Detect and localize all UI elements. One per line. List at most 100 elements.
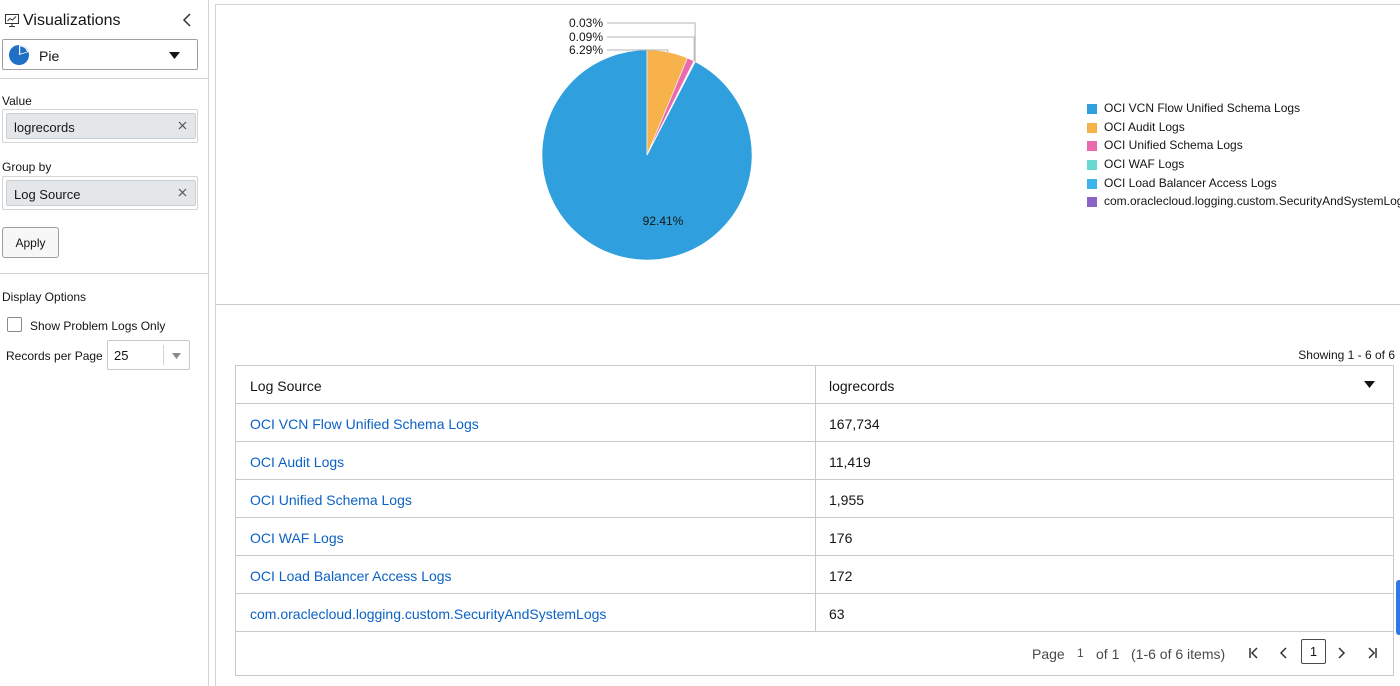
legend-label: OCI Unified Schema Logs	[1104, 138, 1243, 153]
value-label: Value	[2, 94, 32, 108]
showing-count: Showing 1 - 6 of 6	[1298, 348, 1395, 362]
caret-down-icon	[172, 353, 181, 359]
legend-item[interactable]: OCI Audit Logs	[1087, 120, 1400, 139]
legend-swatch	[1087, 141, 1097, 152]
items-range: (1-6 of 6 items)	[1131, 646, 1226, 662]
column-divider	[815, 518, 816, 556]
column-divider	[815, 404, 816, 442]
divider	[0, 273, 209, 274]
label-leader-line	[607, 36, 695, 62]
results-area	[215, 4, 1400, 686]
side-panel-tab[interactable]	[1396, 580, 1400, 635]
column-divider	[815, 442, 816, 480]
visualization-type-value: Pie	[39, 48, 60, 64]
panel-title: Visualizations	[23, 12, 121, 29]
legend-label: com.oraclecloud.logging.custom.SecurityA…	[1104, 194, 1400, 209]
table-header: Log Source logrecords	[236, 366, 1393, 404]
log-source-link[interactable]: OCI Unified Schema Logs	[250, 492, 412, 508]
records-per-page-value: 25	[114, 348, 129, 363]
group-by-chip-text: Log Source	[14, 187, 81, 202]
legend-label: OCI WAF Logs	[1104, 157, 1185, 172]
legend-label: OCI Load Balancer Access Logs	[1104, 175, 1277, 190]
legend-item[interactable]: OCI Unified Schema Logs	[1087, 138, 1400, 157]
show-problem-logs-checkbox[interactable]	[7, 317, 22, 332]
log-source-link[interactable]: OCI VCN Flow Unified Schema Logs	[250, 416, 479, 432]
slice-label: 0.09%	[569, 30, 603, 44]
legend-item[interactable]: OCI Load Balancer Access Logs	[1087, 176, 1400, 195]
legend-label: OCI VCN Flow Unified Schema Logs	[1104, 101, 1301, 115]
close-icon[interactable]	[178, 188, 187, 197]
prev-page-icon[interactable]	[1276, 644, 1292, 662]
legend-swatch	[1087, 160, 1097, 171]
log-source-link[interactable]: com.oraclecloud.logging.custom.SecurityA…	[250, 606, 607, 622]
legend-swatch	[1087, 197, 1097, 208]
pie-chart-icon	[9, 45, 29, 65]
value-field[interactable]: logrecords	[2, 109, 198, 143]
column-divider	[815, 366, 816, 404]
logrecords-value: 176	[829, 530, 853, 546]
table-row: OCI Audit Logs 11,419	[236, 442, 1393, 480]
legend-item[interactable]: OCI WAF Logs	[1087, 157, 1400, 176]
slice-label: 0.03%	[569, 16, 603, 30]
logrecords-value: 1,955	[829, 492, 865, 508]
page-label: Page	[1032, 646, 1065, 662]
legend-item[interactable]: com.oraclecloud.logging.custom.SecurityA…	[1087, 194, 1400, 213]
legend-label: OCI Audit Logs	[1104, 119, 1185, 134]
records-per-page-select[interactable]: 25	[107, 340, 190, 370]
column-header-log-source[interactable]: Log Source	[250, 378, 322, 394]
visualization-type-select[interactable]: Pie	[2, 39, 198, 70]
logrecords-value: 167,734	[829, 416, 880, 432]
chevron-left-icon[interactable]	[182, 13, 192, 27]
column-divider	[815, 556, 816, 594]
column-divider	[815, 594, 816, 632]
logrecords-value: 11,419	[829, 454, 871, 470]
table-row: OCI WAF Logs 176	[236, 518, 1393, 556]
legend-swatch	[1087, 178, 1097, 189]
table-row: OCI Load Balancer Access Logs 172	[236, 556, 1393, 594]
pagination: Page 1 of 1 (1-6 of 6 items) 1	[236, 634, 1393, 674]
log-source-link[interactable]: OCI Audit Logs	[250, 454, 345, 470]
monitor-icon	[5, 14, 19, 27]
group-by-chip: Log Source	[6, 180, 196, 206]
last-page-icon[interactable]	[1364, 644, 1380, 662]
table-row: OCI Unified Schema Logs 1,955	[236, 480, 1393, 518]
caret-down-icon	[169, 52, 180, 59]
label-leader-line	[607, 22, 696, 62]
value-chip-text: logrecords	[14, 120, 75, 135]
chart-legend: OCI VCN Flow Unified Schema Logs OCI Audi…	[1087, 101, 1400, 213]
divider	[215, 304, 1400, 305]
apply-button[interactable]: Apply	[2, 227, 59, 258]
divider	[0, 78, 209, 79]
column-divider	[815, 480, 816, 518]
table-row: OCI VCN Flow Unified Schema Logs 167,734	[236, 404, 1393, 442]
legend-item[interactable]: OCI VCN Flow Unified Schema Logs	[1087, 101, 1400, 120]
logrecords-value: 172	[829, 568, 853, 584]
table-row: com.oraclecloud.logging.custom.SecurityA…	[236, 594, 1393, 632]
page-number-input[interactable]: 1	[1301, 639, 1326, 664]
log-source-link[interactable]: OCI Load Balancer Access Logs	[250, 568, 452, 584]
group-by-field[interactable]: Log Source	[2, 176, 198, 210]
first-page-icon[interactable]	[1246, 644, 1262, 662]
column-header-logrecords[interactable]: logrecords	[829, 378, 895, 394]
pie-chart: 92.41% 0.03%0.09%6.29%	[541, 16, 753, 261]
close-icon[interactable]	[178, 121, 187, 130]
visualizations-panel: Visualizations Pie Value logrecords Grou…	[0, 0, 209, 686]
log-source-link[interactable]: OCI WAF Logs	[250, 530, 344, 546]
current-page: 1	[1077, 646, 1084, 660]
caret-down-icon[interactable]	[1364, 381, 1375, 388]
logrecords-value: 63	[829, 606, 845, 622]
legend-swatch	[1087, 122, 1097, 133]
label-leader-line	[607, 49, 669, 53]
legend-swatch	[1087, 104, 1097, 114]
group-by-label: Group by	[2, 160, 52, 174]
value-chip: logrecords	[6, 113, 196, 139]
display-options-heading: Display Options	[2, 290, 87, 304]
slice-label: 6.29%	[569, 43, 603, 57]
show-problem-logs-label: Show Problem Logs Only	[30, 319, 166, 333]
select-divider	[163, 345, 164, 365]
next-page-icon[interactable]	[1333, 644, 1349, 662]
results-table: Log Source logrecords OCI VCN Flow Unifi…	[235, 365, 1394, 676]
records-per-page-label: Records per Page	[6, 349, 103, 363]
slice-label: 92.41%	[643, 214, 684, 228]
panel-header: Visualizations	[0, 6, 209, 36]
